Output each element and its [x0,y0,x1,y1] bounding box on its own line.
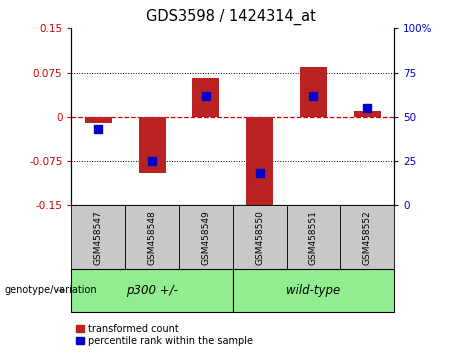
Bar [300,67,327,117]
Bar [354,111,381,117]
Point [95,126,102,132]
Text: genotype/variation: genotype/variation [5,285,97,295]
Text: p300 +/-: p300 +/- [126,284,178,297]
Bar [85,117,112,123]
Point [148,158,156,164]
Text: wild-type: wild-type [286,284,341,297]
Text: GSM458551: GSM458551 [309,210,318,265]
Bar [246,117,273,208]
Point [202,93,210,98]
Bar [193,79,219,117]
Text: GDS3598 / 1424314_at: GDS3598 / 1424314_at [146,9,315,25]
Point [364,105,371,111]
Legend: transformed count, percentile rank within the sample: transformed count, percentile rank withi… [77,324,253,346]
Text: GSM458550: GSM458550 [255,210,264,265]
Point [310,93,317,98]
Text: GSM458552: GSM458552 [363,210,372,264]
Text: GSM458547: GSM458547 [94,210,103,264]
Text: GSM458548: GSM458548 [148,210,157,264]
Point [256,171,263,176]
Text: GSM458549: GSM458549 [201,210,210,264]
Bar [139,117,165,173]
